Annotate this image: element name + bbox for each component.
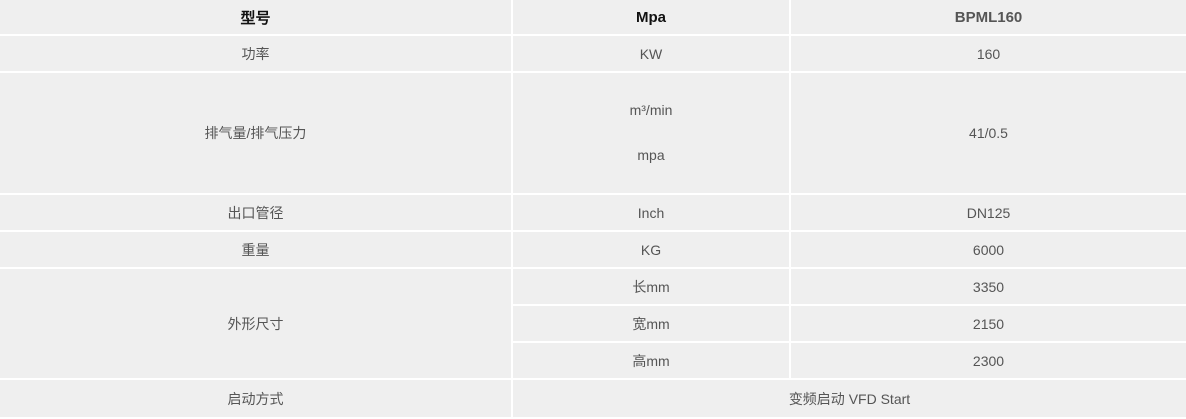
table-row: 重量 KG 6000 <box>0 232 1186 267</box>
row-label: 出口管径 <box>0 195 511 230</box>
row-label: 启动方式 <box>0 380 511 417</box>
table-row: 高mm 2300 <box>0 343 1186 378</box>
unit-flow: m³/min <box>629 102 673 118</box>
row-unit: Inch <box>513 195 789 230</box>
table-row: 启动方式 变频启动 VFD Start <box>0 380 1186 417</box>
row-value: 3350 <box>791 269 1186 304</box>
table-row: 出口管径 Inch DN125 <box>0 195 1186 230</box>
row-label: 排气量/排气压力 <box>0 73 511 193</box>
header-unit: Mpa <box>513 0 789 34</box>
row-label: 外形尺寸 <box>0 269 511 378</box>
header-model-label: 型号 <box>0 0 511 34</box>
row-unit: KW <box>513 36 789 71</box>
row-value: 2150 <box>791 306 1186 341</box>
row-unit: 长mm <box>513 269 789 304</box>
row-value: DN125 <box>791 195 1186 230</box>
table-header: 型号 Mpa BPML160 <box>0 0 1186 34</box>
table-row: 功率 KW 160 <box>0 36 1186 71</box>
row-label: 功率 <box>0 36 511 71</box>
table-row: 外形尺寸 长mm 3350 <box>0 269 1186 378</box>
row-label: 重量 <box>0 232 511 267</box>
row-value: 41/0.5 <box>791 73 1186 193</box>
row-value: 2300 <box>791 343 1186 378</box>
row-unit: m³/min mpa <box>513 73 789 193</box>
row-value: 6000 <box>791 232 1186 267</box>
row-unit: 宽mm <box>513 306 789 341</box>
header-model-name: BPML160 <box>791 0 1186 34</box>
row-value: 变频启动 VFD Start <box>513 380 1186 417</box>
unit-pressure: mpa <box>637 147 665 163</box>
row-unit: KG <box>513 232 789 267</box>
table-row: 宽mm 2150 <box>0 306 1186 341</box>
row-value: 160 <box>791 36 1186 71</box>
row-unit: 高mm <box>513 343 789 378</box>
table-row: 排气量/排气压力 m³/min mpa 41/0.5 <box>0 73 1186 193</box>
